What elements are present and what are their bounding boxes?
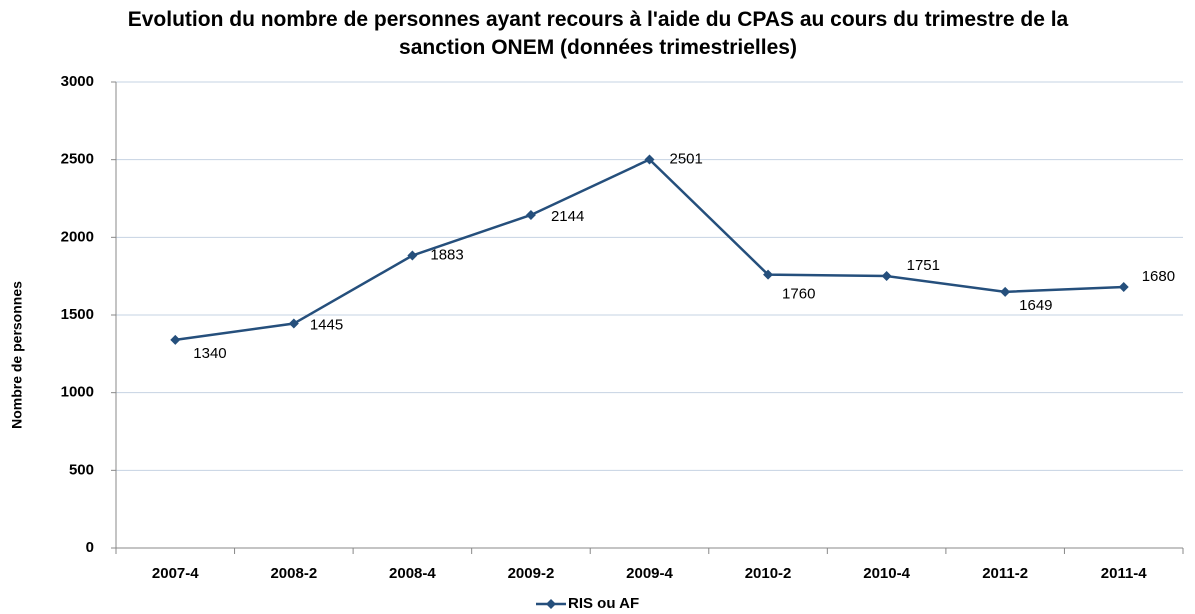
y-axis-title: Nombre de personnes [9,281,25,429]
data-label: 1649 [1019,297,1052,314]
data-label: 1760 [782,286,815,303]
x-tick-label: 2011-2 [982,565,1028,582]
legend-marker [546,599,556,609]
data-label: 2501 [670,150,703,167]
data-point [881,271,892,282]
data-point [170,334,181,345]
data-point [407,250,418,261]
data-point [1000,286,1011,297]
x-tick-label: 2010-4 [863,565,910,582]
x-tick-label: 2010-2 [745,565,792,582]
data-label: 1340 [193,345,226,362]
data-point [525,209,536,220]
x-tick-label: 2009-4 [626,565,673,582]
x-tick-label: 2008-2 [270,565,317,582]
data-point [1118,282,1129,293]
y-tick-label: 1000 [61,384,94,401]
x-tick-label: 2009-2 [508,565,555,582]
chart-title: Evolution du nombre de personnes ayant r… [127,8,1069,59]
x-tick-label: 2007-4 [152,565,199,582]
y-tick-label: 2000 [61,228,94,245]
data-point [763,269,774,280]
y-tick-label: 500 [69,461,94,478]
x-tick-label: 2011-4 [1101,565,1148,582]
series-line [175,158,1124,342]
data-label: 1883 [430,246,463,263]
y-tick-label: 2500 [61,151,94,168]
data-label: 1751 [907,257,940,274]
data-label: 2144 [551,208,584,225]
x-tick-label: 2008-4 [389,565,436,582]
data-label: 1680 [1142,268,1175,285]
data-point [644,154,655,165]
data-label: 1445 [310,317,343,334]
y-tick-label: 1500 [61,306,94,323]
y-tick-label: 0 [86,539,94,556]
data-point [288,318,299,329]
y-tick-label: 3000 [61,73,94,90]
legend-label: RIS ou AF [568,595,639,612]
